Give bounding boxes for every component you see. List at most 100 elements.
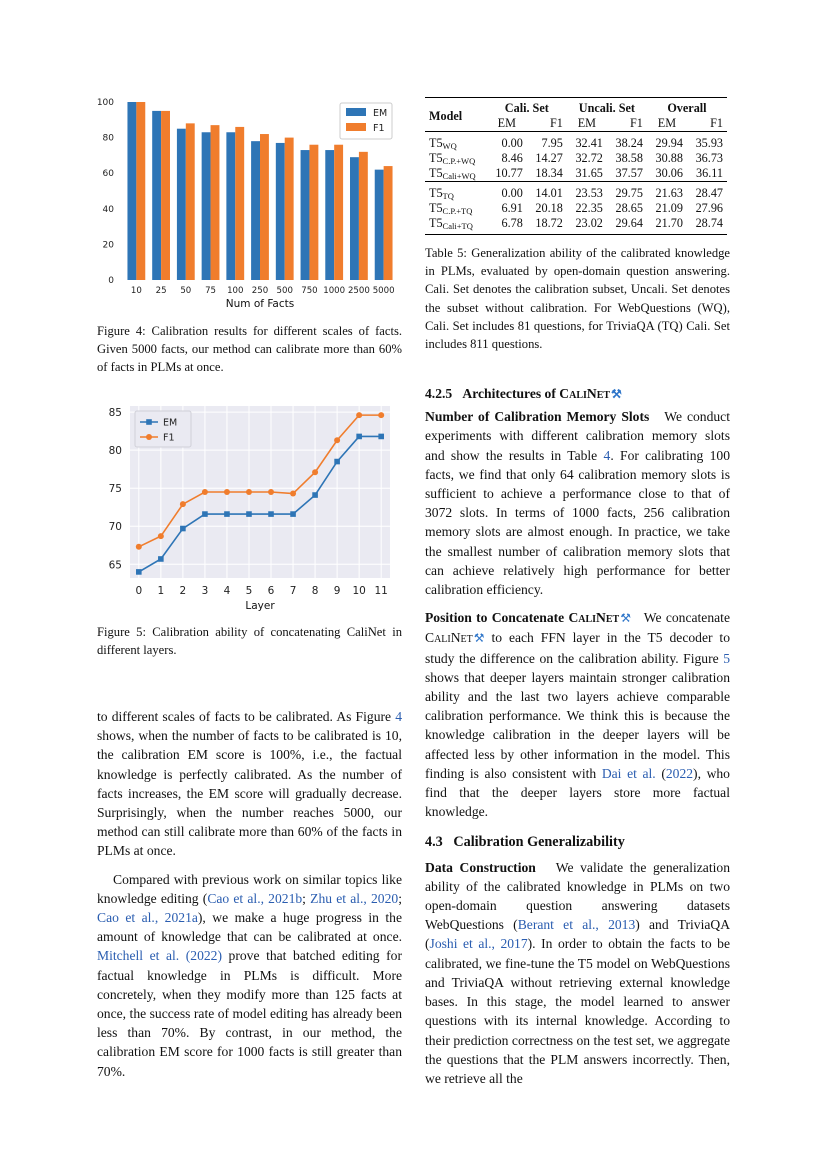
- table-row: T5Cali+TQ 6.78 18.72 23.02 29.64 21.70 28.74: [425, 216, 727, 231]
- table-cell: 32.41: [575, 136, 603, 150]
- point-em: [136, 569, 142, 575]
- point-f1: [135, 543, 142, 550]
- table-cell: 36.11: [696, 166, 723, 180]
- x-tick-label: 75: [205, 286, 216, 296]
- point-em: [378, 433, 384, 440]
- point-em: [158, 556, 164, 562]
- point-em: [312, 492, 318, 498]
- citation-cao-2021a[interactable]: Cao et al., 2021a: [97, 910, 198, 926]
- table-cell: 20.18: [535, 201, 563, 215]
- citation-cao-2021b[interactable]: Cao et al., 2021b: [207, 890, 303, 906]
- table-cell: 35.93: [695, 136, 723, 150]
- bar-f1: [185, 123, 195, 280]
- point-f1: [268, 489, 275, 495]
- table-cell: 37.57: [615, 166, 643, 180]
- bar-em: [226, 132, 236, 280]
- figure-4-ref-link[interactable]: 4: [395, 709, 402, 724]
- series-line-f1: [138, 414, 382, 548]
- figure-5-ref-link[interactable]: 5: [723, 650, 730, 666]
- bar-f1: [383, 166, 393, 280]
- point-em: [290, 511, 296, 517]
- x-tick-label: 11: [374, 585, 387, 597]
- table-cell: 30.88: [655, 151, 683, 165]
- x-tick-label: 1000: [323, 286, 345, 296]
- table-cell: 21.09: [655, 201, 683, 215]
- figure-5-caption: Figure 5: Calibration ability of concate…: [97, 625, 402, 658]
- tools-icon: ⚒: [611, 387, 622, 401]
- figure-5-line-chart: 65 70 75 80 85 0 1 2 3 4 5 6 7 8 9 10 11 Layer EM F1: [109, 406, 390, 612]
- x-tick-label: 6: [268, 585, 275, 597]
- bar-f1: [334, 144, 344, 280]
- legend: EM F1: [339, 102, 393, 140]
- figure-4-caption: Figure 4: Calibration results for differ…: [97, 324, 402, 375]
- table-cell-model: T5C.P.+TQ: [429, 201, 473, 216]
- table-row: T5C.P.+TQ 6.91 20.18 22.35 28.65 21.09 27.96: [425, 201, 727, 216]
- y-tick-label: 65: [109, 559, 122, 571]
- table-cell: 23.02: [575, 216, 603, 230]
- paragraph-comparison: Compared with previous work on similar t…: [97, 871, 403, 1079]
- table-cell: 7.95: [541, 136, 563, 150]
- table-cell: 29.75: [615, 186, 643, 200]
- legend-marker-em: [146, 419, 152, 425]
- point-f1: [312, 469, 319, 476]
- citation-joshi-2017[interactable]: Joshi et al., 2017: [429, 936, 528, 952]
- citation-mitchell-2022[interactable]: Mitchell et al. (2022): [97, 948, 222, 964]
- citation-dai-2022[interactable]: Dai et al.: [601, 765, 656, 781]
- point-f1: [245, 489, 252, 495]
- table-cell: 38.24: [615, 136, 643, 150]
- table-4-ref-link[interactable]: 4: [603, 447, 611, 463]
- bar-f1: [210, 125, 220, 280]
- legend-label: EM: [163, 418, 177, 429]
- point-em: [334, 458, 340, 465]
- bar-em: [300, 150, 310, 280]
- point-f1: [179, 501, 186, 508]
- legend-label: F1: [373, 123, 385, 134]
- bar-f1: [358, 151, 368, 280]
- x-tick-label: 2500: [348, 286, 370, 296]
- figure-4-bar-chart: 0 20 40 60 80 100 10 25 50 75 100 250 500 750 1000 2500…: [97, 98, 395, 310]
- legend-swatch-em: [346, 108, 366, 116]
- table-cell: 28.47: [695, 186, 723, 200]
- x-tick-label: 9: [334, 585, 341, 597]
- point-em: [356, 433, 362, 440]
- table-cell: 14.01: [535, 186, 563, 200]
- paragraph-position: Position to Concatenate CaliNet⚒ We conc…: [425, 610, 730, 820]
- x-tick-label: 250: [252, 286, 268, 296]
- table-subheader: EM: [657, 116, 677, 130]
- x-tick-label: 4: [224, 585, 231, 597]
- table-cell: 29.64: [615, 216, 643, 230]
- table-cell: 38.58: [615, 151, 643, 165]
- y-tick-label: 80: [109, 445, 122, 457]
- table-cell: 14.27: [535, 151, 563, 165]
- table-header-group: Overall: [667, 101, 707, 115]
- citation-zhu-2020[interactable]: Zhu et al., 2020: [310, 890, 399, 906]
- citation-dai-2022-year[interactable]: 2022: [665, 765, 694, 781]
- bar-em: [325, 150, 335, 280]
- bar-f1: [136, 102, 146, 280]
- x-tick-label: 5: [246, 585, 253, 597]
- table-cell-model: T5Cali+TQ: [429, 216, 473, 231]
- x-tick-label: 3: [202, 585, 209, 597]
- point-f1: [201, 489, 208, 495]
- x-tick-label: 5000: [373, 286, 395, 296]
- x-axis-label: Layer: [245, 600, 275, 612]
- table-subheader: EM: [577, 116, 596, 130]
- table-cell: 27.96: [695, 201, 723, 215]
- table-cell: 18.72: [535, 216, 563, 230]
- point-f1: [290, 490, 297, 497]
- section-4-3-heading: 4.3 Calibration Generalizability: [425, 834, 625, 851]
- tools-icon: ⚒: [620, 611, 631, 626]
- table-cell: 10.77: [495, 166, 523, 180]
- point-f1: [157, 533, 164, 540]
- x-tick-label: 10: [131, 286, 142, 296]
- x-tick-label: 2: [180, 585, 187, 597]
- table-cell: 6.91: [501, 201, 523, 215]
- bar-f1: [284, 137, 294, 280]
- bar-em: [176, 128, 186, 280]
- table-row: T5Cali+WQ 10.77 18.34 31.65 37.57 30.06 36.11: [425, 166, 727, 182]
- citation-berant-2013[interactable]: Berant et al., 2013: [517, 917, 636, 933]
- table-cell: 23.53: [575, 186, 603, 200]
- table-row: T5WQ 0.00 7.95 32.41 38.24 29.94 35.93: [425, 132, 727, 152]
- x-tick-label: 8: [312, 585, 319, 597]
- bar-f1: [309, 144, 319, 280]
